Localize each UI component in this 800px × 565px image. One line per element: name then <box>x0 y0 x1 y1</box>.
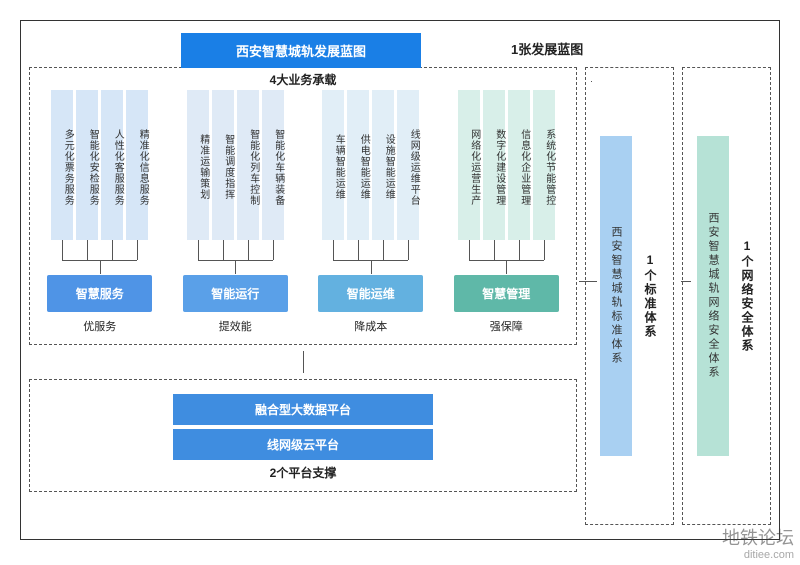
title-bar: 西安智慧城轨发展蓝图 <box>181 33 421 68</box>
vbar-item: 线网级运维平台 <box>397 90 419 240</box>
group-connector <box>333 260 408 261</box>
standard-pillar: 西安智慧城轨标准体系 <box>600 136 632 456</box>
vbar-item: 系统化节能管控 <box>533 90 555 240</box>
business-group: 车辆智能运维供电智能运维设施智能运维线网级运维平台智能运维降成本 <box>309 90 433 334</box>
security-pillar: 西安智慧城轨网络安全体系 <box>697 136 729 456</box>
platform-bar: 线网级云平台 <box>173 429 433 460</box>
group-caption: 强保障 <box>445 318 569 334</box>
standard-label: 1个标准体系 <box>642 253 659 339</box>
vbar-item: 网络化运营生产 <box>458 90 480 240</box>
group-caption: 提效能 <box>174 318 298 334</box>
security-label: 1个网络安全体系 <box>739 239 756 353</box>
group-pill: 智能运维 <box>318 275 423 312</box>
vbar-item: 供电智能运维 <box>347 90 369 240</box>
watermark-sub: ditiee.com <box>722 549 794 561</box>
standard-box: 西安智慧城轨标准体系 1个标准体系 <box>585 67 674 525</box>
vbar-row: 精准运输策划智能调度指挥智能化列车控制智能化车辆装备 <box>174 90 298 240</box>
group-caption: 优服务 <box>38 318 162 334</box>
vbar-item: 设施智能运维 <box>372 90 394 240</box>
vbar-item: 车辆智能运维 <box>322 90 344 240</box>
vbar-item: 信息化企业管理 <box>508 90 530 240</box>
vbar-item: 智能化车辆装备 <box>262 90 284 240</box>
title-text: 西安智慧城轨发展蓝图 <box>236 44 366 59</box>
group-caption: 降成本 <box>309 318 433 334</box>
diagram-frame: 西安智慧城轨发展蓝图 1张发展蓝图 4大业务承载 多元化票务服务智能化安检服务人… <box>20 20 780 540</box>
vbar-item: 智能化列车控制 <box>237 90 259 240</box>
platform-title: 2个平台支撑 <box>40 464 566 481</box>
right-section: 西安智慧城轨标准体系 1个标准体系 西安智慧城轨网络安全体系 1个网络安全体系 <box>585 67 771 525</box>
blueprint-label: 1张发展蓝图 <box>511 39 583 58</box>
group-connector <box>469 260 544 261</box>
group-pill: 智能运行 <box>183 275 288 312</box>
vbar-row: 多元化票务服务智能化安检服务人性化客服服务精准化信息服务 <box>38 90 162 240</box>
watermark: 地铁论坛 ditiee.com <box>722 529 794 561</box>
group-connector <box>198 260 273 261</box>
vbar-item: 精准运输策划 <box>187 90 209 240</box>
business-box: 4大业务承载 多元化票务服务智能化安检服务人性化客服服务精准化信息服务智慧服务优… <box>29 67 577 345</box>
left-section: 4大业务承载 多元化票务服务智能化安检服务人性化客服服务精准化信息服务智慧服务优… <box>29 67 577 531</box>
group-pill: 智慧管理 <box>454 275 559 312</box>
group-connector <box>62 260 137 261</box>
platform-box: 融合型大数据平台线网级云平台 2个平台支撑 <box>29 379 577 492</box>
platform-bar: 融合型大数据平台 <box>173 394 433 425</box>
watermark-main: 地铁论坛 <box>722 529 794 549</box>
vbar-item: 智能化安检服务 <box>76 90 98 240</box>
vbar-item: 人性化客服服务 <box>101 90 123 240</box>
vbar-item: 多元化票务服务 <box>51 90 73 240</box>
vbar-item: 数字化建设管理 <box>483 90 505 240</box>
vbar-row: 车辆智能运维供电智能运维设施智能运维线网级运维平台 <box>309 90 433 240</box>
vbar-row: 网络化运营生产数字化建设管理信息化企业管理系统化节能管控 <box>445 90 569 240</box>
business-group: 多元化票务服务智能化安检服务人性化客服服务精准化信息服务智慧服务优服务 <box>38 90 162 334</box>
security-box: 西安智慧城轨网络安全体系 1个网络安全体系 <box>682 67 771 525</box>
vbar-item: 智能调度指挥 <box>212 90 234 240</box>
vbar-item: 精准化信息服务 <box>126 90 148 240</box>
business-group: 精准运输策划智能调度指挥智能化列车控制智能化车辆装备智能运行提效能 <box>174 90 298 334</box>
business-groups: 多元化票务服务智能化安检服务人性化客服服务精准化信息服务智慧服务优服务精准运输策… <box>38 90 568 334</box>
connector-vertical <box>303 351 304 373</box>
group-pill: 智慧服务 <box>47 275 152 312</box>
business-title: 4大业务承载 <box>270 71 337 88</box>
business-group: 网络化运营生产数字化建设管理信息化企业管理系统化节能管控智慧管理强保障 <box>445 90 569 334</box>
platform-bars: 融合型大数据平台线网级云平台 <box>40 394 566 460</box>
